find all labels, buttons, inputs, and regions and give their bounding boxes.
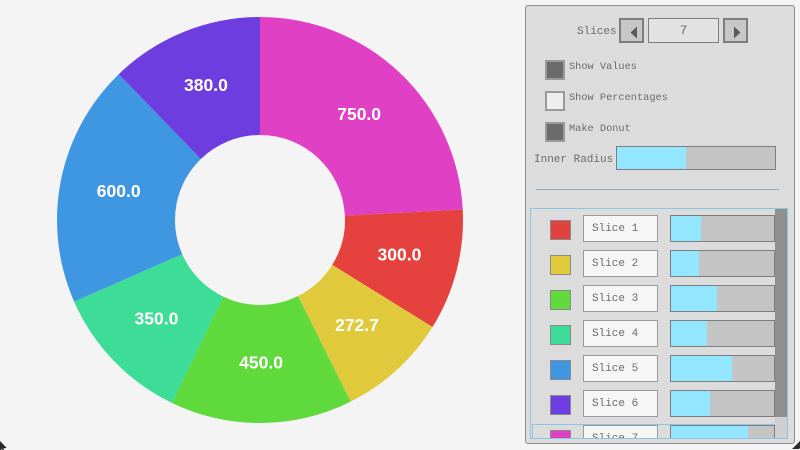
svg-text:272.7: 272.7 xyxy=(335,315,379,335)
svg-text:450.0: 450.0 xyxy=(239,353,283,373)
svg-text:600.0: 600.0 xyxy=(97,181,141,201)
svg-text:350.0: 350.0 xyxy=(135,309,179,329)
svg-text:380.0: 380.0 xyxy=(184,75,228,95)
svg-text:300.0: 300.0 xyxy=(378,244,422,264)
svg-text:750.0: 750.0 xyxy=(337,104,381,124)
